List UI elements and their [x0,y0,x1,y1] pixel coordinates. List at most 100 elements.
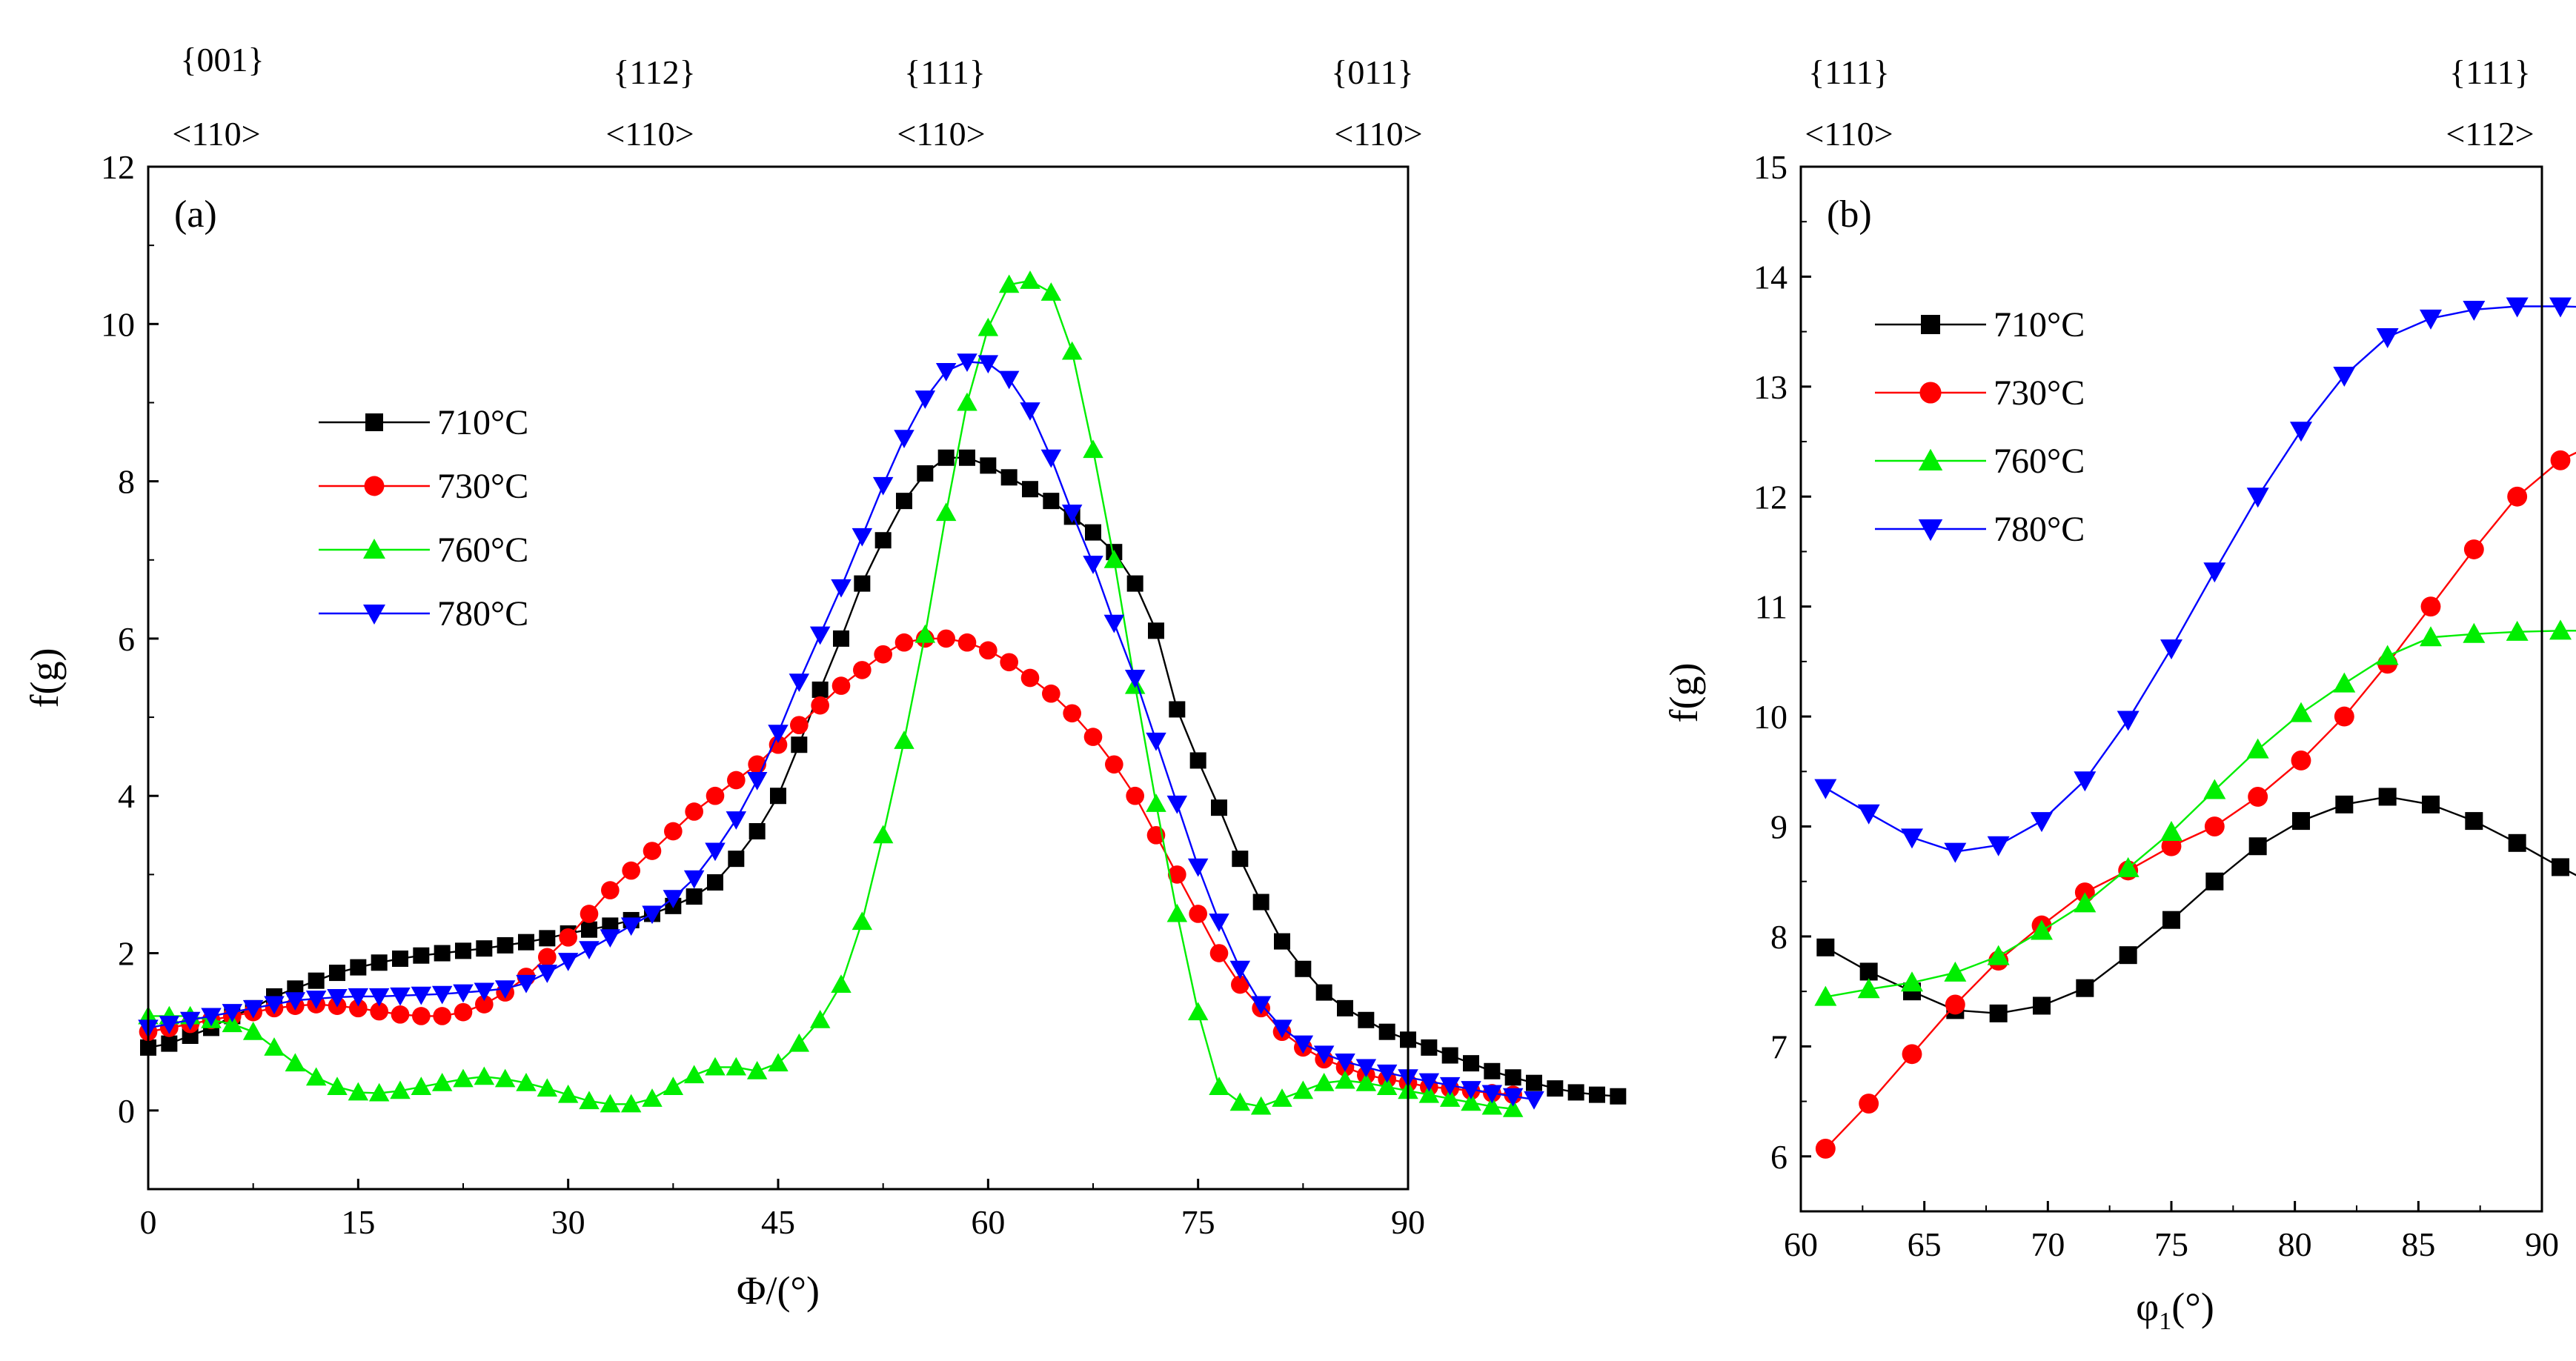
point-a-2-43 [1040,282,1062,301]
y-tick-label-a-5: 10 [101,305,135,343]
point-a-2-52 [1229,1092,1251,1111]
point-a-2-24 [642,1088,663,1107]
ticks-a: 0 15 30 45 60 75 90 0 2 4 6 8 10 12 [101,148,1425,1241]
y-tick-label-a-3: 6 [118,620,135,658]
point-a-3-66 [1524,1091,1544,1110]
point-a-3-49 [1166,795,1188,814]
point-a-3-26 [683,870,705,889]
point-a-2-15 [453,1068,474,1088]
point-a-0-17 [497,936,514,954]
point-a-0-33 [833,630,849,647]
point-a-2-8 [305,1067,327,1086]
point-a-3-53 [1250,996,1272,1015]
y-tick-label-b-4: 10 [1753,698,1787,736]
x-tick-label-b-1: 65 [1908,1225,1942,1263]
point-a-0-9 [329,965,345,982]
top-label-b-0-line1: {111} [1808,53,1890,91]
point-b-0-4 [1989,1004,2008,1022]
point-a-1-45 [1083,728,1103,746]
point-a-0-68 [1567,1084,1584,1101]
point-a-2-54 [1272,1088,1292,1107]
point-a-0-36 [896,493,912,510]
top-label-a-3-line2: <110> [1334,115,1422,153]
point-a-1-27 [706,786,725,805]
point-a-2-30 [768,1053,789,1072]
point-a-2-33 [831,974,852,993]
x-axis-label-b: φ1(°) [2136,1285,2214,1335]
x-axis-label-a: Φ/(°) [737,1268,820,1313]
point-a-3-52 [1229,960,1251,979]
point-b-2-0 [1814,985,1837,1006]
point-a-2-56 [1313,1072,1335,1091]
point-a-1-40 [979,641,997,660]
point-a-1-51 [1209,944,1229,962]
point-a-1-12 [391,1005,410,1024]
point-a-0-1 [161,1035,178,1052]
point-a-2-59 [1376,1077,1398,1095]
point-b-1-1 [1859,1094,1879,1114]
point-a-3-3 [201,1008,222,1027]
x-tick-label-a-2: 30 [551,1203,585,1241]
point-b-3-15 [2463,300,2486,321]
point-a-0-48 [1148,622,1164,639]
point-b-1-17 [2550,450,2571,470]
point-a-0-56 [1315,984,1332,1001]
point-b-2-7 [2117,856,2140,877]
point-b-1-12 [2334,706,2354,727]
point-a-3-48 [1146,732,1166,751]
point-b-2-4 [1987,945,2010,965]
panel-a: {001} <110> {112} <110> {111} <110> {011… [22,41,1627,1313]
point-a-1-20 [559,928,577,947]
point-a-3-32 [809,626,831,645]
point-a-3-64 [1481,1085,1503,1104]
point-a-2-19 [537,1078,558,1097]
point-a-2-38 [935,502,957,522]
point-a-3-61 [1418,1073,1440,1092]
panel-label-a: (a) [174,193,217,236]
point-b-1-0 [1815,1138,1836,1159]
point-a-3-13 [411,986,432,1005]
point-a-3-44 [1061,505,1083,523]
plot-frame-b [1799,165,2543,1213]
point-b-2-11 [2290,702,2312,722]
point-a-0-65 [1504,1069,1521,1086]
x-tick-label-a-4: 60 [971,1203,1005,1241]
point-a-3-6 [264,996,285,1015]
point-b-0-10 [2248,837,2267,856]
point-b-2-12 [2333,672,2356,693]
point-a-2-29 [746,1061,768,1079]
point-a-3-16 [474,982,495,1002]
point-a-3-35 [872,476,894,496]
point-a-3-23 [620,917,642,936]
point-a-3-10 [348,988,369,1007]
point-a-3-28 [726,811,747,830]
y-tick-label-b-3: 9 [1770,808,1787,846]
point-a-1-25 [664,822,683,841]
point-a-0-51 [1211,799,1227,816]
point-a-0-39 [959,449,975,466]
point-a-2-18 [516,1072,537,1091]
point-b-0-6 [2076,979,2094,997]
point-a-0-62 [1441,1047,1458,1064]
point-a-1-30 [769,735,788,754]
point-b-0-12 [2335,795,2354,813]
legend-marker-a-2 [363,539,385,559]
legend-label-a-2: 760°C [437,530,528,570]
point-a-3-31 [789,673,810,693]
point-a-0-21 [581,921,597,938]
point-a-1-14 [433,1007,451,1025]
point-a-1-44 [1063,704,1081,723]
point-b-2-16 [2506,620,2529,641]
point-b-3-3 [1944,842,1967,863]
top-label-a-3-line1: {011} [1331,53,1413,91]
point-a-3-18 [516,974,537,994]
point-b-2-15 [2463,622,2486,643]
point-a-2-4 [222,1014,243,1033]
point-a-3-63 [1461,1081,1481,1099]
point-a-1-39 [957,633,977,652]
point-a-0-67 [1547,1080,1564,1097]
point-b-2-9 [2203,779,2226,799]
point-a-0-14 [434,945,451,962]
point-b-3-7 [2117,711,2140,731]
point-b-2-1 [1857,978,1880,999]
